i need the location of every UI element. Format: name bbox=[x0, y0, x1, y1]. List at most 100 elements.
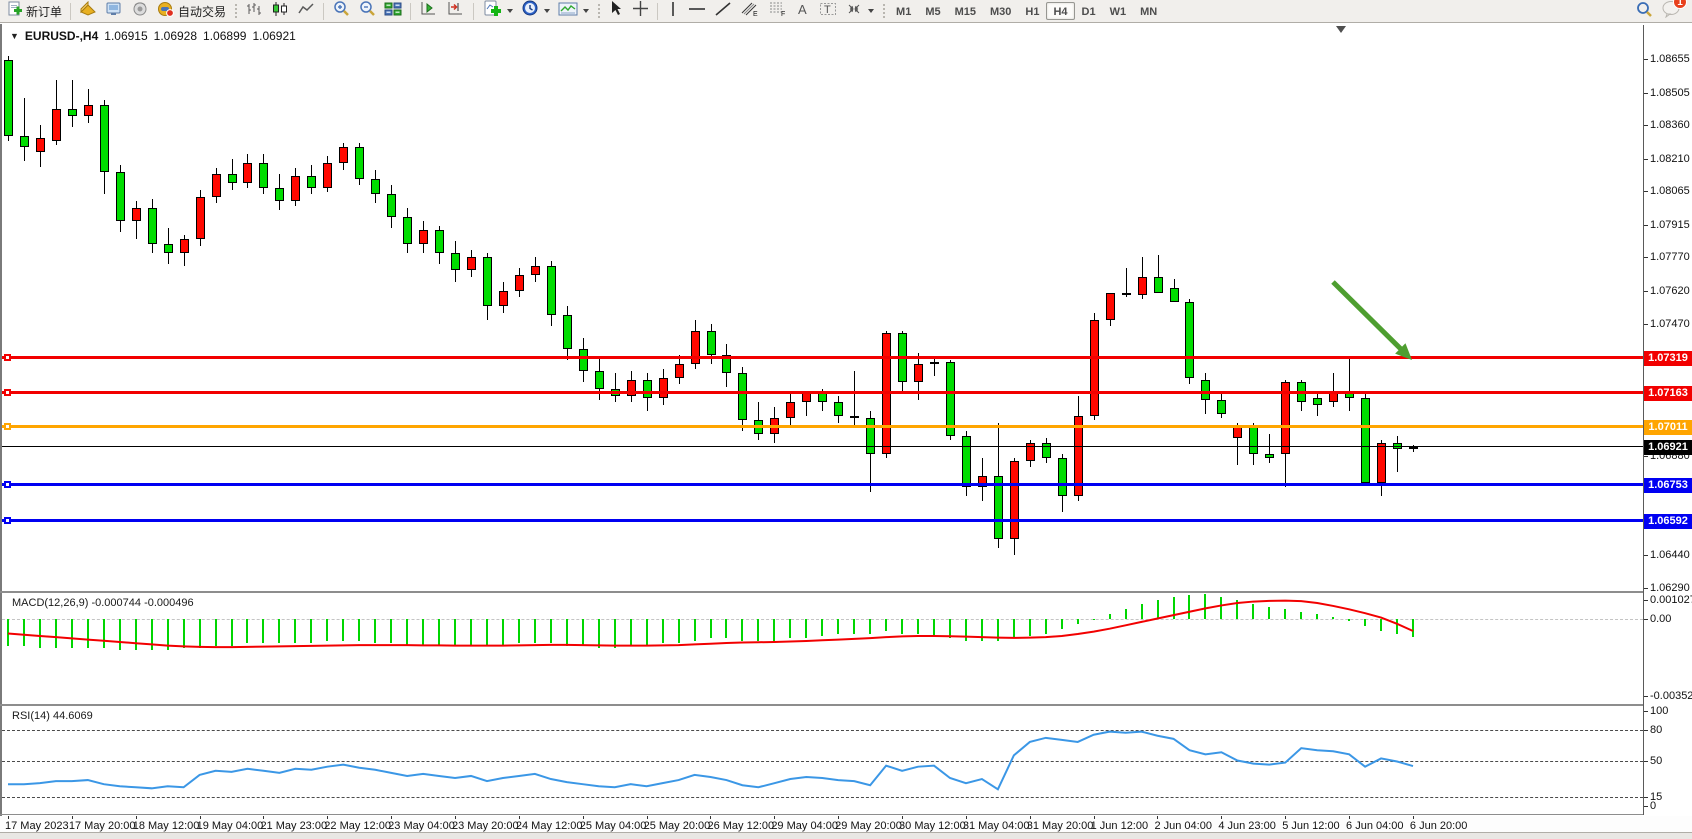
candle-chart-button[interactable] bbox=[267, 1, 293, 22]
candle-wick bbox=[854, 371, 856, 427]
candle bbox=[1041, 442, 1051, 459]
horizontal-level-line[interactable] bbox=[2, 391, 1643, 395]
vertical-line-button[interactable] bbox=[662, 1, 684, 22]
chat-button[interactable]: 1 bbox=[1661, 0, 1687, 23]
macd-histogram-bar bbox=[1412, 619, 1414, 637]
chart-shift-button[interactable] bbox=[442, 1, 469, 22]
horizontal-level-line[interactable] bbox=[2, 483, 1643, 486]
price-level-badge: 1.06592 bbox=[1644, 513, 1692, 529]
horizontal-level-line[interactable] bbox=[2, 519, 1643, 523]
macd-histogram-bar bbox=[773, 619, 776, 641]
channel-button[interactable]: E bbox=[736, 1, 764, 22]
time-axis-tick bbox=[1349, 816, 1351, 819]
autotrading-button[interactable]: 自动交易 bbox=[153, 1, 230, 22]
candle bbox=[1393, 442, 1403, 450]
cursor-button[interactable] bbox=[604, 1, 628, 22]
fibonacci-button[interactable]: F bbox=[764, 1, 792, 22]
rsi-level-line bbox=[2, 796, 1643, 798]
candle bbox=[1169, 288, 1179, 302]
macd-histogram-bar bbox=[1300, 611, 1303, 619]
level-marker-icon[interactable] bbox=[4, 516, 11, 524]
tile-windows-button[interactable] bbox=[380, 1, 406, 22]
candle bbox=[1105, 292, 1115, 320]
candle bbox=[977, 476, 987, 488]
one-click-trading-toggle[interactable]: ▼ bbox=[10, 31, 19, 41]
panel-divider[interactable] bbox=[0, 591, 1643, 593]
macd-histogram-bar bbox=[581, 619, 584, 646]
macd-signal-line bbox=[7, 599, 1414, 649]
signals-button[interactable] bbox=[127, 1, 153, 22]
periods-button[interactable] bbox=[517, 0, 554, 22]
horizontal-line-button[interactable] bbox=[684, 1, 710, 22]
crosshair-button[interactable] bbox=[628, 1, 653, 22]
candle bbox=[1313, 397, 1323, 405]
candle-chart-icon bbox=[271, 1, 289, 22]
chart-window[interactable] bbox=[0, 24, 1692, 839]
candle bbox=[1217, 400, 1227, 414]
time-label: 31 May 20:00 bbox=[1026, 820, 1094, 832]
macd-histogram-bar bbox=[1268, 606, 1271, 619]
line-chart-button[interactable] bbox=[293, 1, 319, 22]
price-level-badge: 1.06753 bbox=[1644, 477, 1692, 493]
chart-shift-marker[interactable] bbox=[1336, 26, 1346, 33]
metaeditor-button[interactable] bbox=[75, 0, 101, 22]
auto-scroll-button[interactable] bbox=[415, 1, 442, 22]
price-tick-label: 1.08065 bbox=[1650, 184, 1690, 197]
candle bbox=[1377, 442, 1387, 483]
candle-wick bbox=[806, 391, 808, 416]
timeframe-button-h1[interactable]: H1 bbox=[1025, 6, 1040, 18]
candle bbox=[850, 415, 860, 419]
text-button[interactable]: A bbox=[792, 1, 815, 22]
trend-arrow-annotation[interactable] bbox=[0, 25, 1643, 591]
candle bbox=[147, 207, 157, 244]
time-axis-tick bbox=[518, 816, 520, 819]
timeframe-button-m5[interactable]: M5 bbox=[925, 6, 941, 18]
level-marker-icon[interactable] bbox=[4, 422, 11, 430]
axis-tick bbox=[1644, 588, 1648, 590]
timeframe-button-mn[interactable]: MN bbox=[1140, 6, 1158, 18]
bar-chart-button[interactable] bbox=[241, 1, 267, 22]
templates-button[interactable] bbox=[554, 1, 593, 22]
chevron-down-icon bbox=[544, 9, 551, 13]
macd-histogram-bar bbox=[789, 619, 792, 639]
candle bbox=[115, 171, 125, 222]
timeframe-button-m15[interactable]: M15 bbox=[954, 6, 976, 18]
time-axis[interactable] bbox=[0, 816, 1692, 832]
search-icon[interactable] bbox=[1635, 0, 1653, 23]
toolbar-grip[interactable] bbox=[596, 3, 602, 19]
level-marker-icon[interactable] bbox=[4, 353, 11, 361]
candle bbox=[195, 196, 205, 240]
macd-histogram-bar bbox=[1204, 594, 1207, 619]
level-marker-icon[interactable] bbox=[4, 388, 11, 396]
level-marker-icon[interactable] bbox=[4, 480, 11, 488]
time-label: 18 May 12:00 bbox=[132, 820, 200, 832]
time-label: 23 May 20:00 bbox=[452, 820, 519, 832]
horizontal-level-line[interactable] bbox=[2, 356, 1643, 360]
new-order-button[interactable]: 新订单 bbox=[3, 1, 66, 22]
horizontal-level-line[interactable] bbox=[2, 425, 1643, 429]
toolbar-grip[interactable] bbox=[233, 3, 239, 19]
toolbar-grip[interactable] bbox=[881, 3, 887, 19]
arrows-button[interactable] bbox=[841, 1, 878, 22]
zoom-in-button[interactable] bbox=[328, 1, 354, 22]
terminal-button[interactable] bbox=[101, 1, 127, 22]
candle bbox=[1121, 292, 1131, 295]
trendline-button[interactable] bbox=[710, 1, 736, 22]
candle bbox=[993, 476, 1003, 539]
timeframe-button-m30[interactable]: M30 bbox=[990, 6, 1012, 18]
chevron-down-icon bbox=[583, 9, 590, 13]
timeframe-button-h4[interactable]: H4 bbox=[1046, 2, 1075, 20]
indicators-button[interactable] bbox=[478, 0, 517, 22]
timeframe-button-w1[interactable]: W1 bbox=[1109, 6, 1127, 18]
timeframe-button-m1[interactable]: M1 bbox=[896, 6, 912, 18]
timeframe-button-d1[interactable]: D1 bbox=[1081, 6, 1096, 18]
zoom-out-button[interactable] bbox=[354, 1, 380, 22]
macd-histogram-bar bbox=[1092, 619, 1095, 620]
horizontal-level-line[interactable] bbox=[2, 446, 1643, 448]
macd-histogram-bar bbox=[501, 619, 504, 646]
price-tick-label: 1.07915 bbox=[1650, 218, 1690, 231]
panel-divider[interactable] bbox=[0, 704, 1643, 706]
text-label-button[interactable]: T bbox=[815, 1, 841, 22]
candle bbox=[706, 330, 716, 356]
macd-label: MACD(12,26,9) -0.000744 -0.000496 bbox=[12, 597, 194, 609]
